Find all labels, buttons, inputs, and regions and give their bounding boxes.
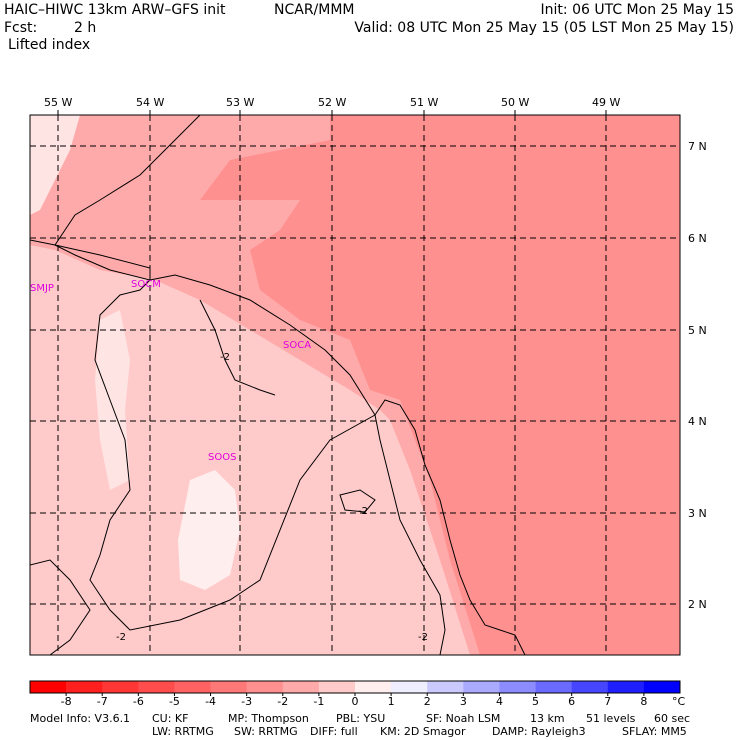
colorbar-swatch [102,681,139,693]
colorbar-tick-label: 4 [495,695,503,708]
lat-label: 2 N [688,598,707,611]
colorbar-tick-label: 0 [351,695,359,708]
station-label: SOOS [208,452,237,463]
colorbar-swatch [66,681,103,693]
colorbar-tick-label: 3 [459,695,467,708]
colorbar-tick-label: 1 [387,695,395,708]
cumulus-scheme: CU: KF [152,712,189,725]
timestep: 60 sec [654,712,691,725]
map-frame [29,114,681,656]
colorbar-unit: °C [672,695,686,708]
colorbar-tick-label: -1 [313,695,325,708]
colorbar-swatch [427,681,464,693]
colorbar-tick-label: -7 [96,695,108,708]
resolution: 13 km [530,712,565,725]
lon-ticks [57,110,607,115]
longwave-scheme: LW: RRTMG [152,725,214,738]
init-time: Init: 06 UTC Mon 25 May 15 [540,2,734,18]
lon-label: 49 W [592,96,621,109]
km-opt: KM: 2D Smagor [380,725,466,738]
colorbar-swatch [499,681,536,693]
colorbar-swatch [138,681,175,693]
colorbar-tick-label: -8 [60,695,72,708]
colorbar-swatch [463,681,500,693]
coastlines [30,115,526,655]
colorbar-swatch [318,681,356,693]
colorbar-swatch [210,681,247,693]
colorbar-tick-label: 5 [532,695,540,708]
colorbar-swatch [355,681,392,693]
colorbar-swatch [571,681,609,693]
colorbar-swatch [535,681,572,693]
valid-time: Valid: 08 UTC Mon 25 May 15 (05 LST Mon … [354,20,734,36]
colorbar-swatch [607,681,645,693]
lon-label: 50 W [501,96,530,109]
lat-label: 5 N [688,324,707,337]
lon-label: 55 W [44,96,73,109]
field-name: Lifted index [8,37,91,53]
org-label: NCAR/MMM [274,2,355,18]
pbl-scheme: PBL: YSU [336,712,386,725]
colorbar-swatch [30,681,67,693]
levels: 51 levels [586,712,636,725]
model-title: HAIC–HIWC 13km ARW–GFS init [4,2,226,18]
colorbar [29,680,681,696]
forecast-hours: 2 h [74,20,97,36]
forecast-label: Fcst: [4,20,38,36]
colorbar-tick-label: -2 [277,695,289,708]
colorbar-swatch [246,681,284,693]
colorbar-tick-label: 2 [423,695,431,708]
damping: DAMP: Rayleigh3 [492,725,586,738]
surface-scheme: SF: Noah LSM [426,712,501,725]
lat-label: 7 N [688,140,707,153]
contour-label: -2 [116,632,126,643]
colorbar-tick-label: -5 [168,695,180,708]
shaded-field [30,115,680,655]
station-label: SMJP [30,283,54,294]
lat-lon-grid [30,115,680,655]
colorbar-swatch [174,681,211,693]
lat-label: 4 N [688,415,707,428]
colorbar-tick-label: -3 [241,695,253,708]
station-label: SOCM [131,279,161,290]
station-label: SOCA [283,340,312,351]
colorbar-swatch [282,681,320,693]
lon-label: 51 W [410,96,439,109]
lat-label: 6 N [688,232,707,245]
lon-label: 53 W [226,96,255,109]
contour-label: -2 [358,506,368,517]
colorbar-tick-label: -4 [205,695,217,708]
lat-label: 3 N [688,507,707,520]
contour-label: -2 [220,352,230,363]
colorbar-tick-label: 6 [568,695,576,708]
lon-label: 52 W [318,96,347,109]
surface-layer: SFLAY: MM5 [622,725,687,738]
model-info: Model Info: V3.6.1 [30,712,131,725]
shortwave-scheme: SW: RRTMG [234,725,298,738]
colorbar-tick-label: 7 [604,695,612,708]
colorbar-swatch [643,681,681,693]
colorbar-swatch [391,681,428,693]
contour-label: -2 [418,632,428,643]
microphysics-scheme: MP: Thompson [228,712,309,725]
colorbar-tick-label: -6 [132,695,144,708]
lon-label: 54 W [136,96,165,109]
diffusion: DIFF: full [310,725,358,738]
colorbar-tick-label: 8 [640,695,648,708]
